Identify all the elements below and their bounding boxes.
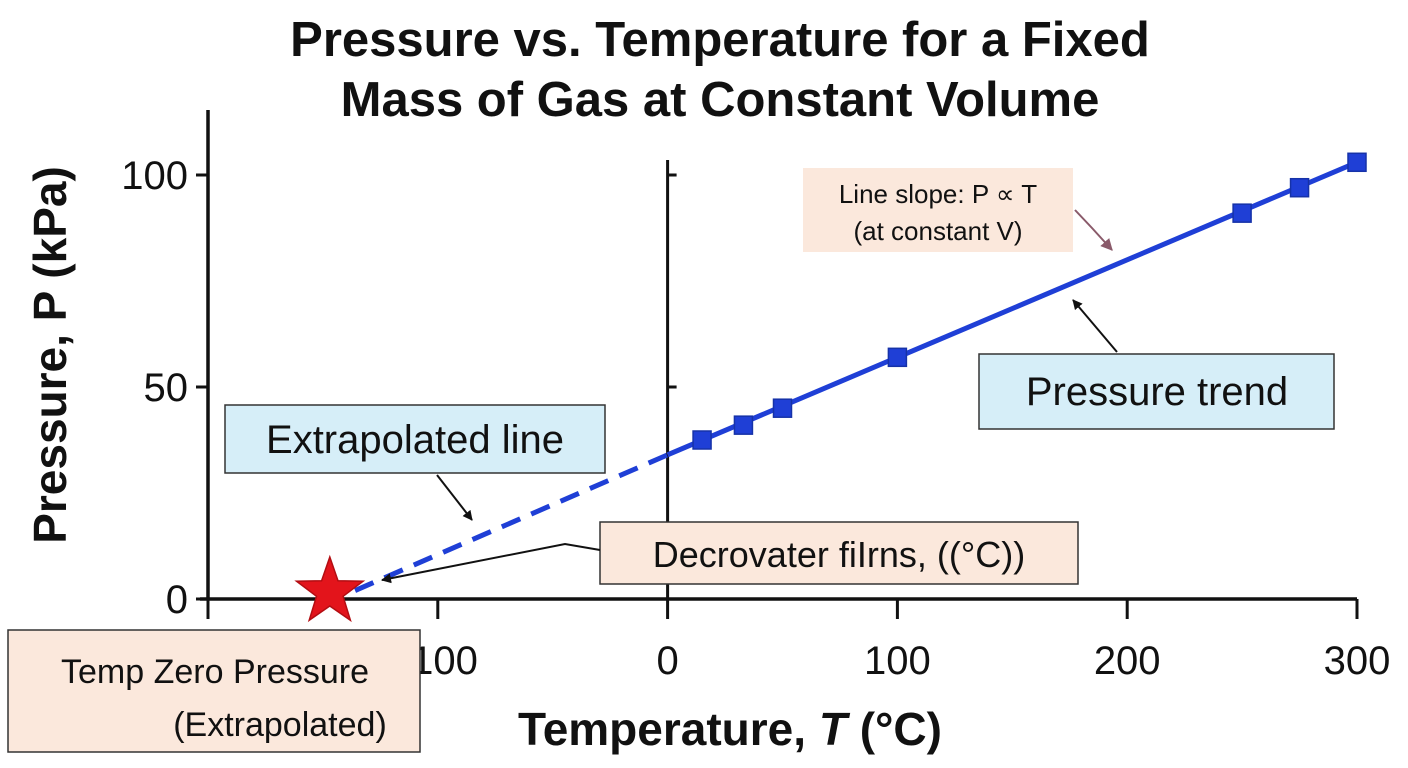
y-tick-label: 0 [166,578,188,622]
x-tick-label: 200 [1094,639,1161,683]
decrovater-label-box [599,521,1079,585]
data-point [1289,177,1310,198]
extrapolated-line [354,452,669,593]
extrapolated-label-box [224,404,606,474]
slope-label-box [803,168,1073,252]
pressure-trend-label-box [978,353,1335,430]
data-point [772,398,793,418]
data-point [733,415,754,435]
x-tick-label: 300 [1324,639,1391,683]
slope-label-line-1: Line slope: P ∝ T [839,179,1037,209]
y-tick-label: 100 [121,154,188,198]
x-axis-title-symbol: T [819,703,851,755]
y-tick-label: 50 [144,366,189,410]
chart-title-line-2: Mass of Gas at Constant Volume [340,73,1100,127]
chart-title-line-1: Pressure vs. Temperature for a Fixed [290,13,1150,67]
chart-title: Pressure vs. Temperature for a Fixed Mas… [0,10,1408,130]
pressure-trend-arrow [1072,299,1118,353]
decrovater-arrow [381,542,601,584]
data-point [887,347,908,368]
zero-pressure-label-box [7,629,421,753]
extrapolated-arrow [436,474,473,521]
x-axis-title: Temperature, T (°C) [518,703,942,755]
data-point [692,430,712,450]
series [294,152,1367,623]
decrovater-label: Decrovater fiIrns, ((°C)) [653,534,1025,575]
data-point [1347,152,1367,173]
extrapolated-label: Extrapolated line [266,418,564,462]
slope-label-line-2: (at constant V) [853,216,1022,246]
zero-pressure-star [294,554,366,623]
x-axis-title-main: Temperature, [518,703,819,755]
slope-label-arrow [1074,209,1113,251]
x-tick-label: 100 [864,639,931,683]
x-tick-label: 0 [656,639,678,683]
annotations: Line slope: P ∝ T (at constant V) Pressure… [7,168,1335,753]
zero-pressure-label-line-1: Temp Zero Pressure [61,653,369,691]
zero-pressure-label-line-2: (Extrapolated) [173,706,387,744]
y-axis-title: Pressure, P (kPa) [24,166,76,544]
pressure-trend-label: Pressure trend [1026,370,1288,414]
x-axis-title-unit: (°C) [847,703,942,755]
data-point [1232,203,1252,223]
